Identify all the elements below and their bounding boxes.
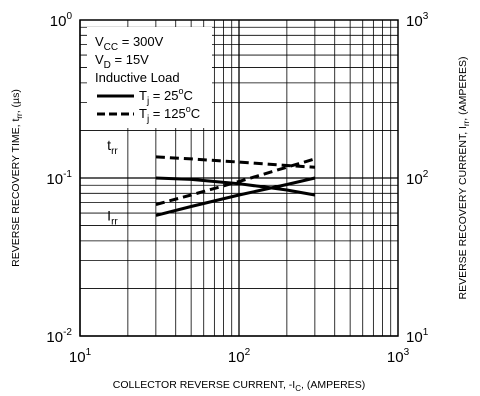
axis-title-text: COLLECTOR REVERSE CURRENT, -I	[113, 379, 295, 391]
tick-exponent: 1	[423, 327, 429, 338]
axis-title-text: , (AMPERES)	[301, 379, 365, 391]
y-right-axis-title: REVERSE RECOVERY CURRENT, Irr, (AMPERES)	[457, 56, 471, 299]
y-left-tick-label: 10-1	[46, 169, 72, 188]
tick-base: 10	[46, 329, 63, 346]
legend-value: = 25	[149, 88, 178, 103]
y-left-tick-label: 100	[50, 11, 73, 30]
series-line-irr-25c	[155, 176, 316, 217]
legend-value: = 15V	[111, 52, 149, 67]
axis-title-subscript: C	[295, 384, 301, 393]
series-line-trr-25c	[155, 176, 316, 197]
axis-title-text: , (µs)	[10, 89, 22, 113]
legend-symbol: T	[139, 88, 147, 103]
legend-symbol: V	[95, 52, 104, 67]
tick-base: 10	[228, 349, 245, 366]
legend-superscript: o	[186, 104, 191, 114]
legend-value: = 125	[149, 106, 186, 121]
legend-value: = 300V	[118, 34, 164, 49]
tick-base: 10	[50, 13, 67, 30]
tick-exponent: 3	[423, 11, 429, 22]
legend-load-label: Inductive Load	[95, 70, 180, 85]
legend-entry: Tj = 25oC	[139, 86, 193, 107]
annotation-trr: trr	[107, 137, 118, 157]
tick-exponent: -1	[63, 169, 72, 180]
legend-symbol: V	[95, 34, 104, 49]
tick-exponent: 0	[66, 11, 72, 22]
legend-subscript: CC	[104, 42, 118, 53]
plot-frame	[79, 19, 399, 337]
tick-base: 10	[46, 171, 63, 188]
legend-condition: VCC = 300V	[95, 34, 164, 53]
tick-base: 10	[387, 349, 404, 366]
x-axis-title: COLLECTOR REVERSE CURRENT, -IC, (AMPERES…	[113, 379, 365, 393]
legend-symbol: T	[139, 106, 147, 121]
tick-base: 10	[69, 349, 86, 366]
legend-condition: VD = 15V	[95, 52, 149, 71]
axis-title-text: REVERSE RECOVERY TIME, t	[10, 119, 22, 267]
legend-entry: Tj = 125oC	[139, 104, 200, 125]
axis-title-text: , (AMPERES)	[457, 56, 469, 120]
annotation-subscript: rr	[111, 146, 118, 157]
y-left-tick-label: 10-2	[46, 327, 72, 346]
annotation-symbol: I	[107, 207, 111, 223]
axis-title-text: REVERSE RECOVERY CURRENT, I	[457, 126, 469, 300]
legend-subscript: j	[146, 96, 149, 107]
legend-unit: C	[191, 106, 200, 121]
series-layer	[155, 155, 316, 217]
legend-subscript: D	[104, 60, 111, 71]
series-line-trr-125c	[155, 155, 315, 169]
tick-base: 10	[406, 329, 423, 346]
tick-exponent: 2	[423, 169, 429, 180]
x-tick-label: 102	[228, 347, 251, 366]
x-tick-label: 103	[387, 347, 410, 366]
annotation-irr: Irr	[107, 207, 118, 227]
y-left-axis-title: REVERSE RECOVERY TIME, trr, (µs)	[10, 89, 24, 267]
legend-subscript: j	[146, 114, 149, 125]
tick-base: 10	[406, 171, 423, 188]
tick-base: 10	[406, 13, 423, 30]
axis-title-subscript: rr	[462, 120, 471, 126]
series-line-irr-125c	[155, 157, 316, 206]
tick-exponent: 3	[404, 347, 410, 358]
legend-superscript: o	[178, 86, 183, 96]
axis-title-subscript: rr	[15, 113, 24, 119]
y-right-tick-label: 103	[406, 11, 429, 30]
axis-titles: COLLECTOR REVERSE CURRENT, -IC, (AMPERES…	[10, 56, 471, 393]
annotation-symbol: t	[107, 137, 111, 153]
tick-exponent: 1	[86, 347, 92, 358]
y-right-tick-label: 102	[406, 169, 429, 188]
y-right-tick-label: 101	[406, 327, 429, 346]
legend-box	[87, 27, 212, 128]
legend-unit: C	[183, 88, 192, 103]
x-tick-label: 101	[69, 347, 92, 366]
tick-exponent: 2	[245, 347, 251, 358]
annotation-subscript: rr	[111, 216, 118, 227]
tick-exponent: -2	[63, 327, 72, 338]
